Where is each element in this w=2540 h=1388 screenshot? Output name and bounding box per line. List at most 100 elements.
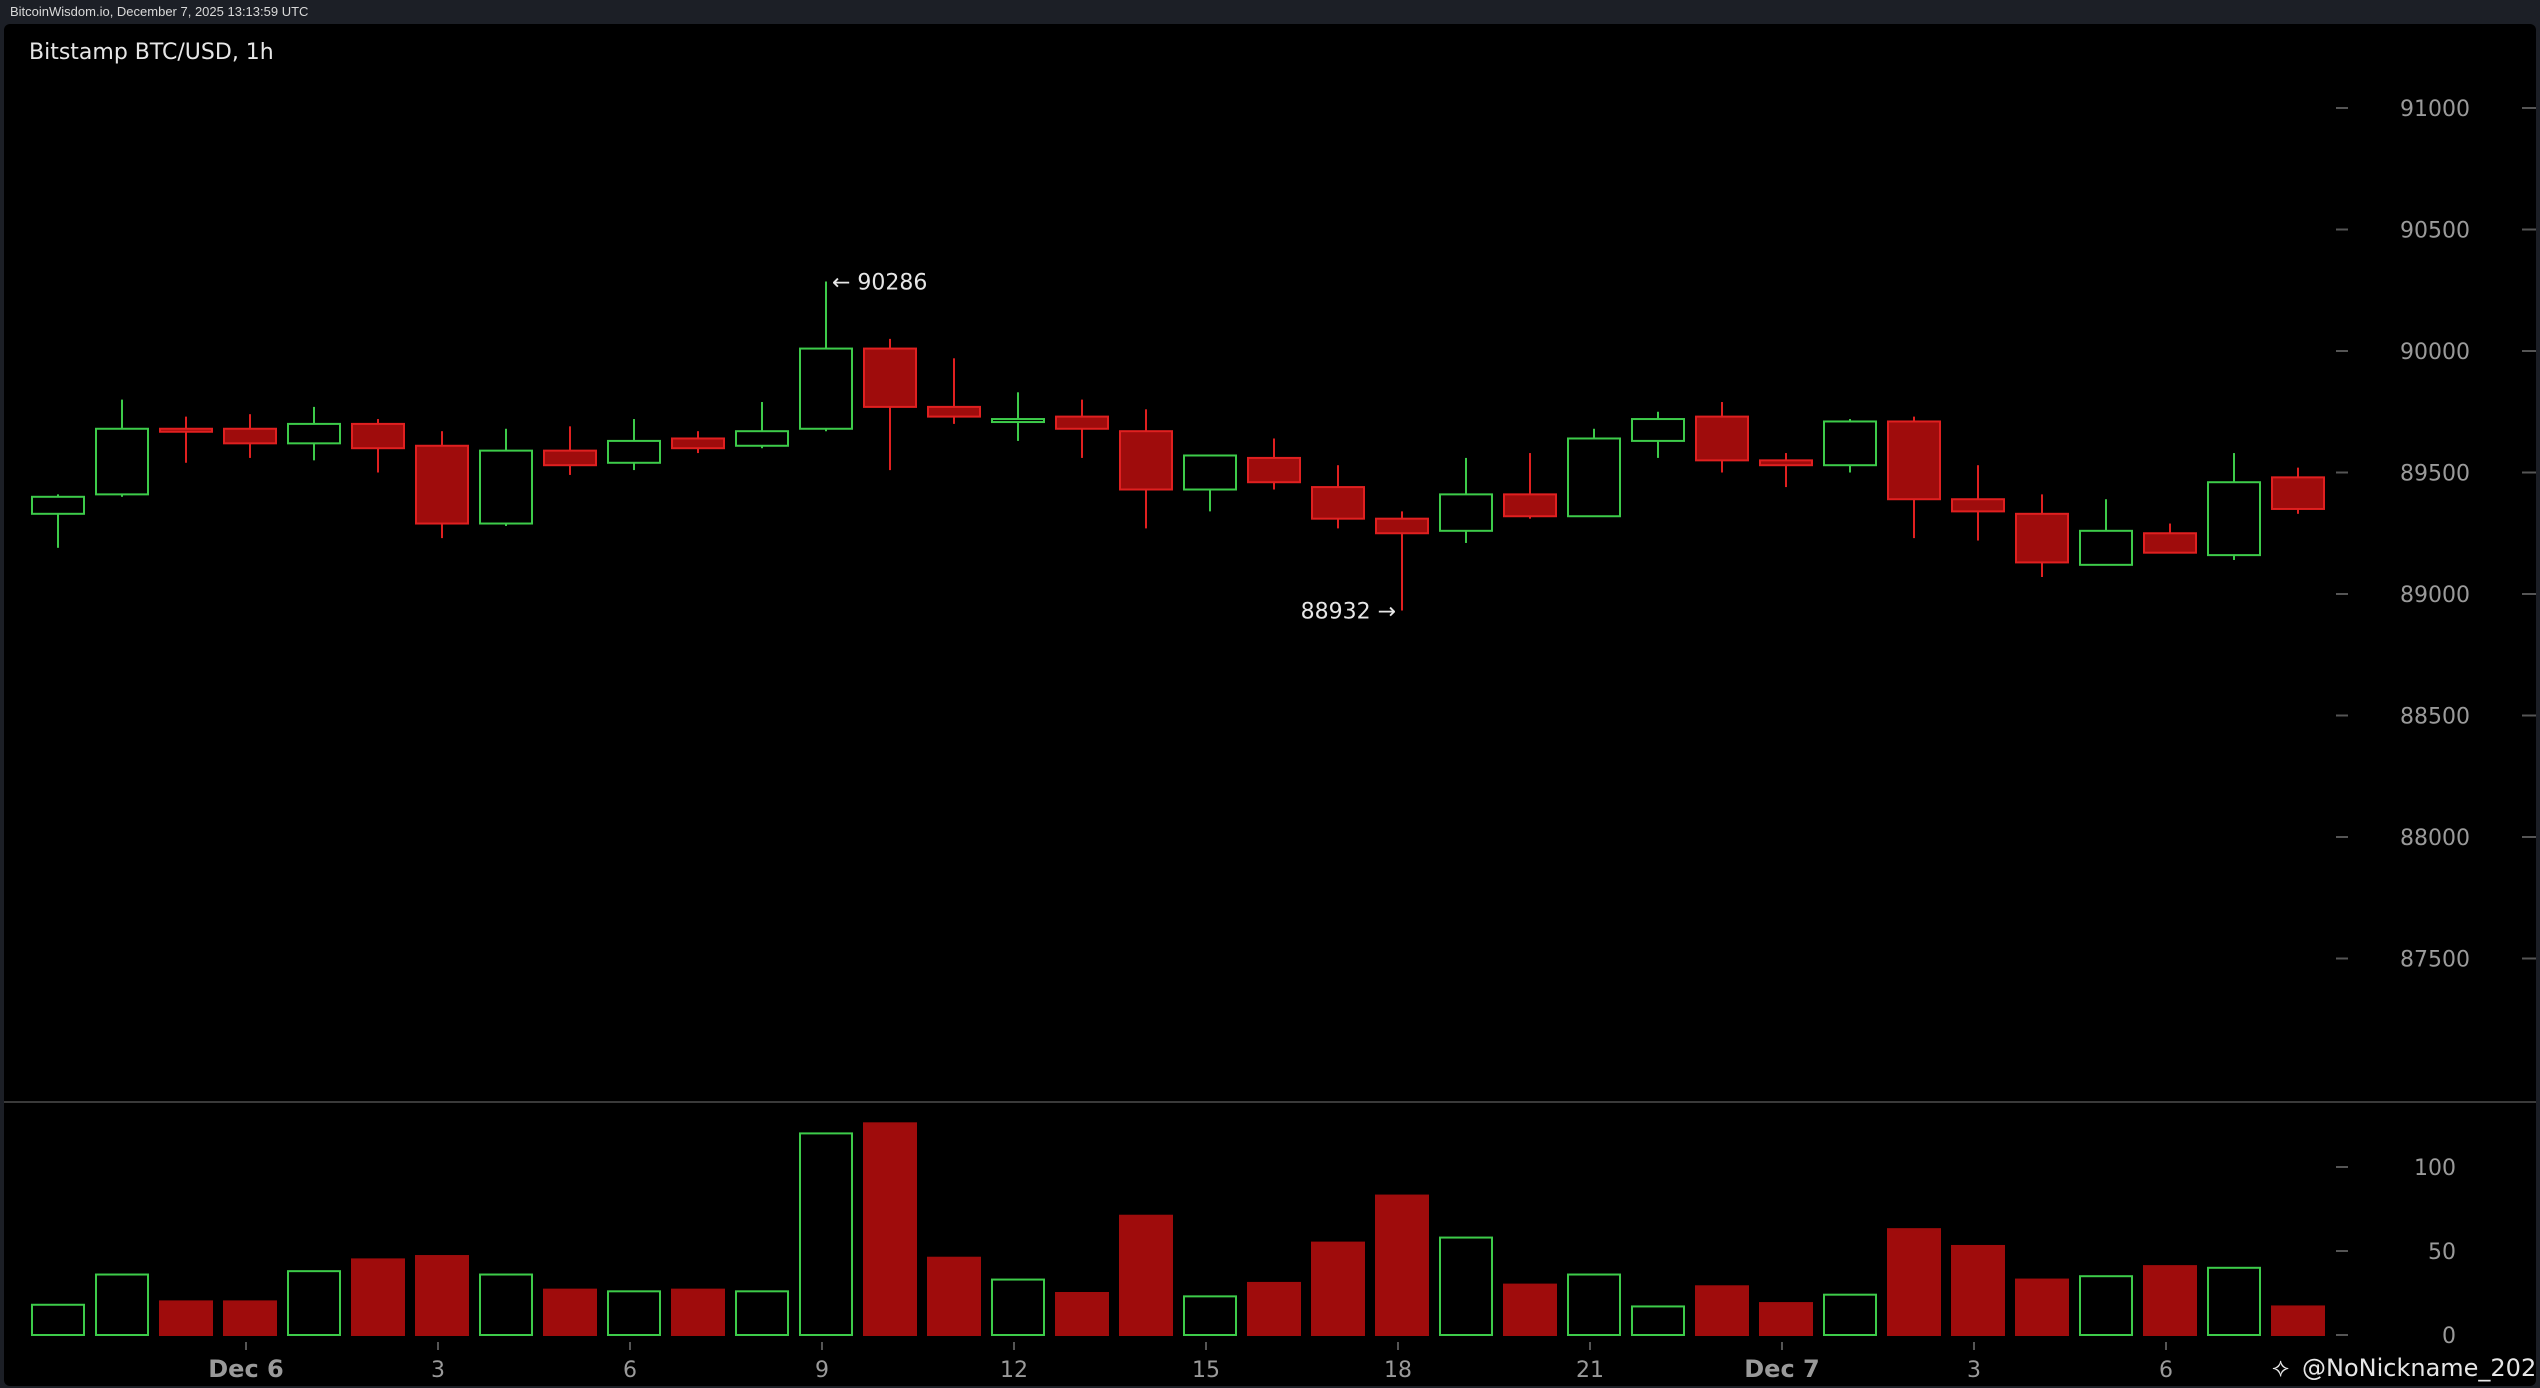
candle-body	[1823, 420, 1877, 467]
candle-body	[1247, 456, 1301, 484]
volume-tick-label: 100	[2414, 1156, 2456, 1181]
price-tick-label: 89500	[2400, 462, 2470, 487]
candlestick-chart[interactable]: Bitstamp BTC/USD, 1h 87500 88000 88500 8900…	[4, 24, 2536, 1386]
price-annotation: 88932 →	[1301, 600, 1396, 625]
time-label: 18	[1384, 1358, 1412, 1383]
volume-bar	[1567, 1273, 1621, 1337]
volume-bar	[223, 1300, 277, 1337]
candle-body	[1055, 415, 1109, 430]
source-line: BitcoinWisdom.io, December 7, 2025 13:13…	[10, 4, 309, 19]
candle-body	[1631, 418, 1685, 442]
chart-frame: Bitstamp BTC/USD, 1h 87500 88000 88500 8900…	[4, 24, 2536, 1386]
volume-bar	[799, 1132, 853, 1337]
annotations: ← 90286 88932 →	[832, 271, 1396, 625]
candle-body	[543, 449, 597, 467]
volume-bar	[1823, 1293, 1877, 1337]
time-label: 15	[1192, 1358, 1220, 1383]
volume-bar	[543, 1288, 597, 1337]
candle-body	[2143, 532, 2197, 554]
volume-bar	[2207, 1266, 2261, 1337]
price-tick-label: 89000	[2400, 583, 2470, 608]
time-label: Dec 7	[1744, 1355, 1819, 1383]
volume-bar	[1375, 1194, 1429, 1337]
watermark-icon: ⟡	[2272, 1353, 2289, 1383]
volume-bar	[1311, 1241, 1365, 1336]
time-label: 6	[623, 1358, 637, 1383]
volume-bar	[671, 1288, 725, 1337]
candle-body	[95, 427, 149, 496]
candle-body	[479, 449, 533, 525]
candle-body	[159, 427, 213, 433]
volume-bar	[95, 1273, 149, 1337]
candle-body	[415, 444, 469, 525]
time-label: 21	[1576, 1358, 1604, 1383]
candle-body	[1951, 498, 2005, 513]
candle-body	[1183, 454, 1237, 491]
candle-body	[1759, 459, 1813, 467]
volume-bar	[1055, 1292, 1109, 1336]
candle-body	[2079, 529, 2133, 566]
candle-body	[1887, 420, 1941, 501]
candle-body	[607, 439, 661, 464]
chart-title: Bitstamp BTC/USD, 1h	[29, 40, 274, 65]
volume-tick-label: 50	[2428, 1240, 2456, 1265]
candle-body	[1311, 486, 1365, 520]
price-annotation: ← 90286	[832, 271, 927, 296]
volume-bar	[927, 1256, 981, 1336]
volume-bar	[415, 1255, 469, 1337]
price-tick-label: 91000	[2400, 97, 2470, 122]
volume-bar	[1183, 1295, 1237, 1336]
time-label: 6	[2159, 1358, 2173, 1383]
candle-body	[31, 495, 85, 515]
candle-body	[671, 437, 725, 450]
volume-bars	[31, 1122, 2325, 1337]
time-label: 3	[431, 1358, 445, 1383]
volume-bar	[1247, 1281, 1301, 1337]
volume-bar	[735, 1290, 789, 1336]
volume-bar	[1759, 1302, 1813, 1336]
candle-body	[927, 405, 981, 418]
watermark-text: @NoNickname_2025	[2302, 1354, 2536, 1382]
volume-bar	[1119, 1214, 1173, 1336]
volume-axis: 0 50 100	[2336, 1156, 2456, 1349]
price-tick-label: 88500	[2400, 705, 2470, 730]
volume-bar	[1439, 1236, 1493, 1337]
source-header: BitcoinWisdom.io, December 7, 2025 13:13…	[0, 0, 2540, 24]
volume-bar	[31, 1303, 85, 1337]
volume-bar	[1887, 1228, 1941, 1337]
volume-bar	[1951, 1244, 2005, 1336]
time-label: 3	[1967, 1358, 1981, 1383]
volume-bar	[1631, 1305, 1685, 1336]
volume-tick-label: 0	[2442, 1324, 2456, 1349]
candle-body	[1119, 430, 1173, 491]
candle-body	[2207, 481, 2261, 557]
candle-body	[1503, 493, 1557, 518]
candle-body	[223, 427, 277, 445]
candle-body	[2015, 512, 2069, 564]
volume-bar	[1503, 1283, 1557, 1336]
time-axis: Dec 6 3 6 9 12 15 18 21 Dec 7 3 6	[208, 1342, 2173, 1383]
volume-bar	[2015, 1278, 2069, 1337]
time-label: 12	[1000, 1358, 1028, 1383]
candle-body	[2271, 476, 2325, 510]
candle-body	[1695, 415, 1749, 462]
volume-bar	[287, 1270, 341, 1337]
volume-bar	[2271, 1305, 2325, 1336]
candle-body	[1375, 517, 1429, 535]
candle-body	[863, 347, 917, 408]
volume-bar	[1695, 1285, 1749, 1337]
time-label: Dec 6	[208, 1355, 283, 1383]
volume-bar	[159, 1300, 213, 1337]
price-tick-label: 90500	[2400, 219, 2470, 244]
price-tick-label: 88000	[2400, 826, 2470, 851]
candle-body	[351, 422, 405, 450]
volume-bar	[607, 1290, 661, 1336]
candle-body	[1567, 437, 1621, 518]
price-tick-label: 87500	[2400, 948, 2470, 973]
candle-body	[735, 430, 789, 447]
volume-bar	[479, 1273, 533, 1337]
time-label: 9	[815, 1358, 829, 1383]
price-tick-label: 90000	[2400, 340, 2470, 365]
candle-body	[287, 422, 341, 445]
candle-body	[991, 418, 1045, 424]
